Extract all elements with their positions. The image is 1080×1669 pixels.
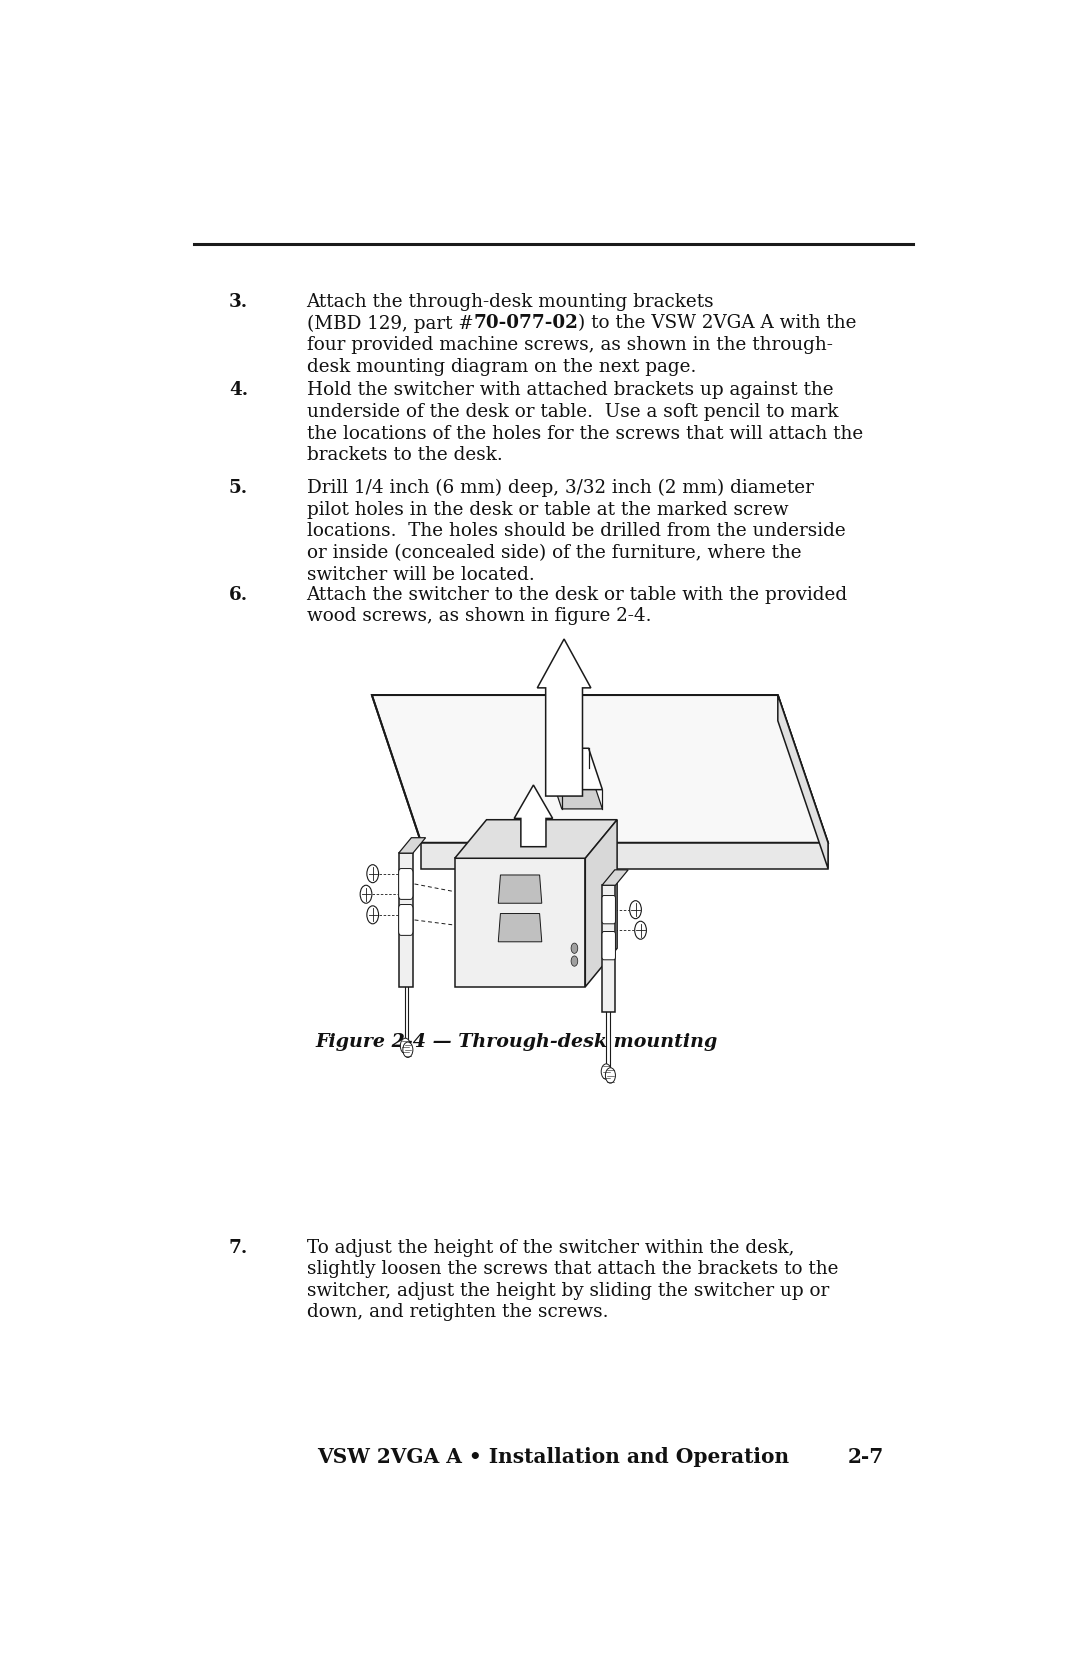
Circle shape — [630, 901, 642, 918]
Polygon shape — [399, 838, 426, 853]
Text: Attach the switcher to the desk or table with the provided: Attach the switcher to the desk or table… — [307, 586, 848, 604]
Polygon shape — [421, 843, 828, 868]
Circle shape — [571, 956, 578, 966]
Text: 5.: 5. — [229, 479, 248, 497]
Polygon shape — [498, 875, 542, 903]
FancyBboxPatch shape — [399, 905, 413, 935]
FancyBboxPatch shape — [399, 868, 413, 900]
Circle shape — [606, 1068, 616, 1083]
Text: 70-077-02: 70-077-02 — [473, 314, 578, 332]
Polygon shape — [585, 819, 617, 986]
Circle shape — [360, 885, 372, 903]
Text: brackets to the desk.: brackets to the desk. — [307, 446, 502, 464]
Polygon shape — [455, 819, 617, 858]
Polygon shape — [498, 913, 542, 941]
Text: four provided machine screws, as shown in the through-: four provided machine screws, as shown i… — [307, 335, 833, 354]
Text: Hold the switcher with attached brackets up against the: Hold the switcher with attached brackets… — [307, 382, 833, 399]
Polygon shape — [602, 885, 616, 1013]
Text: 2-7: 2-7 — [848, 1447, 885, 1467]
FancyBboxPatch shape — [602, 931, 616, 960]
Text: locations.  The holes should be drilled from the underside: locations. The holes should be drilled f… — [307, 522, 846, 541]
Polygon shape — [399, 853, 413, 986]
Text: down, and retighten the screws.: down, and retighten the screws. — [307, 1303, 608, 1322]
Circle shape — [367, 906, 379, 925]
Polygon shape — [514, 784, 553, 846]
FancyBboxPatch shape — [602, 896, 616, 925]
Text: slightly loosen the screws that attach the brackets to the: slightly loosen the screws that attach t… — [307, 1260, 838, 1278]
Circle shape — [367, 865, 379, 883]
Text: Drill 1/4 inch (6 mm) deep, 3/32 inch (2 mm) diameter: Drill 1/4 inch (6 mm) deep, 3/32 inch (2… — [307, 479, 813, 497]
Text: VSW 2VGA A • Installation and Operation: VSW 2VGA A • Installation and Operation — [318, 1447, 789, 1467]
Text: Attach the through-desk mounting brackets: Attach the through-desk mounting bracket… — [307, 292, 714, 310]
Circle shape — [403, 1041, 413, 1058]
Text: underside of the desk or table.  Use a soft pencil to mark: underside of the desk or table. Use a so… — [307, 404, 838, 421]
Circle shape — [602, 1063, 611, 1080]
Circle shape — [571, 943, 578, 953]
Text: the locations of the holes for the screws that will attach the: the locations of the holes for the screw… — [307, 424, 863, 442]
Text: To adjust the height of the switcher within the desk,: To adjust the height of the switcher wit… — [307, 1238, 794, 1257]
Polygon shape — [455, 858, 585, 986]
Text: ) to the VSW 2VGA A with the: ) to the VSW 2VGA A with the — [578, 314, 856, 332]
Text: Figure 2-4 — Through-desk mounting: Figure 2-4 — Through-desk mounting — [315, 1033, 717, 1051]
Text: wood screws, as shown in figure 2-4.: wood screws, as shown in figure 2-4. — [307, 608, 651, 626]
Text: switcher, adjust the height by sliding the switcher up or: switcher, adjust the height by sliding t… — [307, 1282, 828, 1300]
Text: (MBD 129, part #: (MBD 129, part # — [307, 314, 473, 332]
Text: 6.: 6. — [229, 586, 248, 604]
Text: switcher will be located.: switcher will be located. — [307, 566, 535, 584]
Text: pilot holes in the desk or table at the marked screw: pilot holes in the desk or table at the … — [307, 501, 788, 519]
Polygon shape — [548, 748, 603, 789]
Circle shape — [401, 1038, 410, 1053]
Text: or inside (concealed side) of the furniture, where the: or inside (concealed side) of the furnit… — [307, 544, 801, 562]
Polygon shape — [537, 639, 591, 796]
Text: 7.: 7. — [229, 1238, 248, 1257]
Polygon shape — [372, 694, 828, 843]
Polygon shape — [548, 768, 603, 809]
Polygon shape — [602, 870, 629, 885]
Polygon shape — [778, 694, 828, 868]
Circle shape — [635, 921, 647, 940]
Text: desk mounting diagram on the next page.: desk mounting diagram on the next page. — [307, 357, 696, 376]
Text: 3.: 3. — [229, 292, 248, 310]
Text: 4.: 4. — [229, 382, 248, 399]
